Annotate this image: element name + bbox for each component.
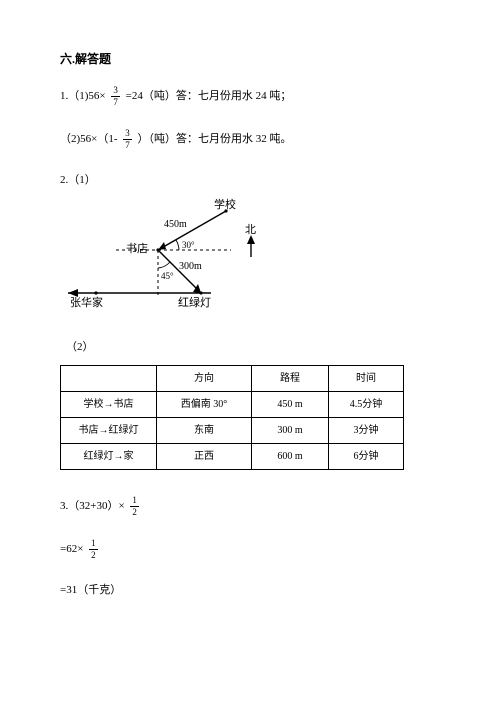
label-30deg: 30° bbox=[182, 239, 195, 253]
table-row: 书店→红绿灯 东南 300 m 3分钟 bbox=[61, 418, 404, 444]
table-header: 路程 bbox=[252, 366, 329, 392]
frac-den: 2 bbox=[89, 550, 98, 560]
fraction-3-7-b: 3 7 bbox=[123, 129, 132, 150]
q3-line1-prefix: 3.（32+30）× bbox=[60, 500, 125, 512]
table-cell: 600 m bbox=[252, 444, 329, 470]
table-cell: 学校→书店 bbox=[61, 392, 157, 418]
label-300m: 300m bbox=[179, 259, 202, 274]
table-header: 方向 bbox=[157, 366, 252, 392]
route-diagram: 学校 450m 书店 30° 北 300m 45° 张华家 红绿灯 bbox=[66, 195, 286, 325]
frac-den: 2 bbox=[130, 507, 139, 517]
q1-part2-suffix: ）（吨）答：七月份用水 32 吨。 bbox=[138, 133, 292, 145]
table-cell: 东南 bbox=[157, 418, 252, 444]
label-trafficlight: 红绿灯 bbox=[178, 295, 211, 312]
frac-num: 3 bbox=[123, 129, 132, 140]
table-cell: 300 m bbox=[252, 418, 329, 444]
table-row: 红绿灯→家 正西 600 m 6分钟 bbox=[61, 444, 404, 470]
frac-num: 3 bbox=[111, 86, 120, 97]
label-school: 学校 bbox=[214, 197, 236, 214]
frac-num: 1 bbox=[130, 496, 139, 507]
q3-line2-prefix: =62× bbox=[60, 543, 83, 555]
q1-part1-suffix: =24（吨）答：七月份用水 24 吨； bbox=[126, 90, 292, 102]
section-title: 六.解答题 bbox=[60, 50, 440, 68]
table-cell: 红绿灯→家 bbox=[61, 444, 157, 470]
label-450m: 450m bbox=[164, 217, 187, 232]
q1-part2-prefix: （2)56×（1- bbox=[60, 133, 118, 145]
table-cell: 450 m bbox=[252, 392, 329, 418]
q3-line3: =31（千克） bbox=[60, 582, 440, 599]
frac-den: 7 bbox=[123, 140, 132, 150]
q1-part2: （2)56×（1- 3 7 ）（吨）答：七月份用水 32 吨。 bbox=[60, 129, 440, 150]
q3-line1: 3.（32+30）× 1 2 bbox=[60, 496, 440, 517]
frac-num: 1 bbox=[89, 539, 98, 550]
route-table: 方向 路程 时间 学校→书店 西偏南 30° 450 m 4.5分钟 书店→红绿… bbox=[60, 365, 404, 470]
q1-part1-prefix: 1.（1)56× bbox=[60, 90, 106, 102]
frac-den: 7 bbox=[111, 97, 120, 107]
table-header-row: 方向 路程 时间 bbox=[61, 366, 404, 392]
table-cell: 6分钟 bbox=[329, 444, 404, 470]
table-cell: 书店→红绿灯 bbox=[61, 418, 157, 444]
label-north: 北 bbox=[245, 222, 256, 239]
label-bookstore: 书店 bbox=[126, 241, 148, 258]
fraction-3-7: 3 7 bbox=[111, 86, 120, 107]
table-header: 时间 bbox=[329, 366, 404, 392]
table-cell: 3分钟 bbox=[329, 418, 404, 444]
table-header bbox=[61, 366, 157, 392]
label-home: 张华家 bbox=[70, 295, 103, 312]
q3-line2: =62× 1 2 bbox=[60, 539, 440, 560]
q2-label: 2.（1） bbox=[60, 172, 440, 189]
fraction-1-2-b: 1 2 bbox=[89, 539, 98, 560]
q1-part1: 1.（1)56× 3 7 =24（吨）答：七月份用水 24 吨； bbox=[60, 86, 440, 107]
table-cell: 4.5分钟 bbox=[329, 392, 404, 418]
q2-sub2: （2） bbox=[66, 339, 440, 356]
table-row: 学校→书店 西偏南 30° 450 m 4.5分钟 bbox=[61, 392, 404, 418]
table-cell: 西偏南 30° bbox=[157, 392, 252, 418]
label-45deg: 45° bbox=[161, 270, 174, 284]
table-cell: 正西 bbox=[157, 444, 252, 470]
fraction-1-2: 1 2 bbox=[130, 496, 139, 517]
